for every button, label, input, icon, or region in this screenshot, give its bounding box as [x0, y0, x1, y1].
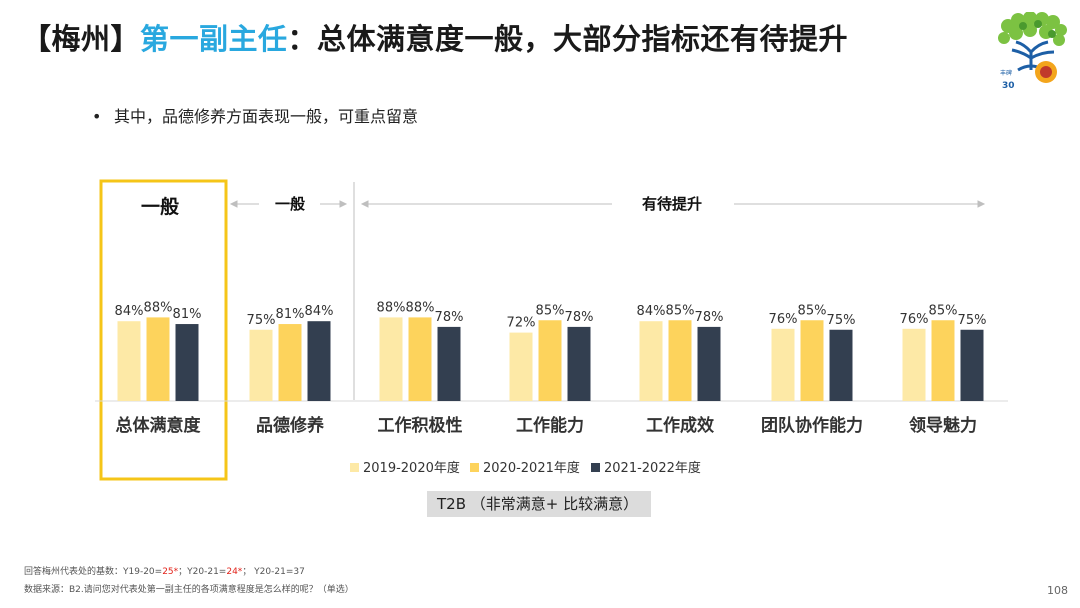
- bar-2-1: [249, 329, 273, 401]
- value-label-3-1: 88%: [377, 300, 406, 315]
- bar-5-2: [668, 320, 692, 401]
- value-label-4-1: 72%: [507, 316, 536, 331]
- category-labels-layer: 总体满意度 品德修养 工作积极性 工作能力 工作成效 团队协作能力 领导魅力: [116, 415, 978, 436]
- annotation-improve: 有待提升: [642, 195, 702, 213]
- category-label-1: 总体满意度: [116, 415, 202, 436]
- bar-7-2: [931, 320, 955, 401]
- bar-1-3: [175, 324, 199, 401]
- title-region: 【梅州】: [22, 22, 141, 56]
- svg-text:丰碑: 丰碑: [1000, 69, 1012, 77]
- bar-1-2: [146, 317, 170, 401]
- bar-1-1: [117, 321, 141, 401]
- legend-swatch-1: [350, 463, 359, 472]
- value-label-5-3: 78%: [695, 310, 724, 325]
- legend-label-2: 2020-2021年度: [483, 460, 580, 476]
- annotation-overall: 一般: [141, 195, 179, 218]
- value-label-7-3: 75%: [958, 313, 987, 328]
- key-finding-text: 其中，品德修养方面表现一般，可重点留意: [114, 107, 419, 126]
- base-y1920: 25*: [162, 567, 179, 577]
- value-label-7-1: 76%: [900, 312, 929, 327]
- value-label-1-2: 88%: [144, 300, 173, 315]
- value-label-1-1: 84%: [115, 304, 144, 319]
- bar-6-3: [829, 329, 853, 401]
- value-label-5-1: 84%: [637, 304, 666, 319]
- bar-5-1: [639, 321, 663, 401]
- base-sep1: ；Y20-21=: [178, 567, 227, 577]
- bar-2-2: [278, 324, 302, 401]
- category-label-7: 领导魅力: [909, 415, 977, 436]
- key-finding: • 其中，品德修养方面表现一般，可重点留意: [92, 103, 418, 127]
- bar-7-3: [960, 329, 984, 401]
- legend-swatch-2: [470, 463, 479, 472]
- base-y2021: 24*: [226, 567, 243, 577]
- value-label-6-3: 75%: [827, 313, 856, 328]
- title-role: 第一副主任: [140, 22, 288, 56]
- bar-3-1: [379, 317, 403, 401]
- legend: 2019-2020年度 2020-2021年度 2021-2022年度: [350, 460, 701, 476]
- legend-label-3: 2021-2022年度: [604, 460, 701, 476]
- category-label-6: 团队协作能力: [761, 415, 863, 436]
- value-label-2-2: 81%: [276, 307, 305, 322]
- value-label-4-3: 78%: [565, 310, 594, 325]
- category-label-5: 工作成效: [646, 415, 714, 436]
- value-label-4-2: 85%: [536, 303, 565, 318]
- value-label-5-2: 85%: [666, 303, 695, 318]
- base-prefix: 回答梅州代表处的基数：Y19-20=: [24, 567, 163, 577]
- legend-swatch-3: [591, 463, 600, 472]
- bullet-dot: •: [92, 107, 102, 126]
- bar-3-2: [408, 317, 432, 401]
- svg-text:30: 30: [1002, 81, 1015, 90]
- bar-7-1: [902, 328, 926, 401]
- value-label-3-2: 88%: [406, 300, 435, 315]
- value-labels-layer: 84% 88% 81% 75% 81% 84% 88% 88%78% 72%85% 78% 84% 8…: [115, 300, 987, 330]
- legend-label-1: 2019-2020年度: [363, 460, 460, 476]
- bar-6-1: [771, 328, 795, 401]
- bar-2-3: [307, 321, 331, 401]
- arrow-group-2: [229, 200, 348, 208]
- bar-4-3: [567, 326, 591, 401]
- category-label-3: 工作积极性: [378, 415, 463, 436]
- value-label-7-2: 85%: [929, 303, 958, 318]
- base-sep2: ； Y20-21=37: [242, 567, 305, 577]
- arrow-group-3: [360, 200, 986, 208]
- category-label-2: 品德修养: [256, 415, 325, 436]
- page-number: 108: [1047, 584, 1068, 597]
- category-label-4: 工作能力: [516, 415, 584, 436]
- source-footnote: 数据来源：B2.请问您对代表处第一副主任的各项满意程度是怎么样的呢？（单选）: [24, 585, 354, 595]
- page-title: 【梅州】第一副主任：总体满意度一般，大部分指标还有待提升: [22, 16, 848, 58]
- value-label-2-1: 75%: [247, 313, 276, 328]
- bar-6-2: [800, 320, 824, 401]
- title-summary: ：总体满意度一般，大部分指标还有待提升: [287, 22, 849, 56]
- highlight-box: [99, 179, 228, 481]
- tree-emblem-icon: 丰碑 30: [998, 12, 1067, 90]
- bar-4-1: [509, 332, 533, 401]
- bar-4-2: [538, 320, 562, 401]
- annotation-morality: 一般: [275, 195, 305, 213]
- value-label-1-3: 81%: [173, 307, 202, 322]
- bar-5-3: [697, 326, 721, 401]
- value-label-6-1: 76%: [769, 312, 798, 327]
- bar-3-3: [437, 326, 461, 401]
- value-label-3-3: 78%: [435, 310, 464, 325]
- metric-note: T2B （非常满意+ 比较满意）: [427, 491, 651, 517]
- bars-layer: [117, 317, 984, 401]
- base-footnote: 回答梅州代表处的基数：Y19-20=25*；Y20-21=24*； Y20-21…: [24, 564, 305, 577]
- bar-chart: 一般 一般 有待提升 84% 88% 81% 75% 81% 84% 88% 88%78% 72…: [95, 179, 1008, 481]
- value-label-6-2: 85%: [798, 303, 827, 318]
- value-label-2-3: 84%: [305, 304, 334, 319]
